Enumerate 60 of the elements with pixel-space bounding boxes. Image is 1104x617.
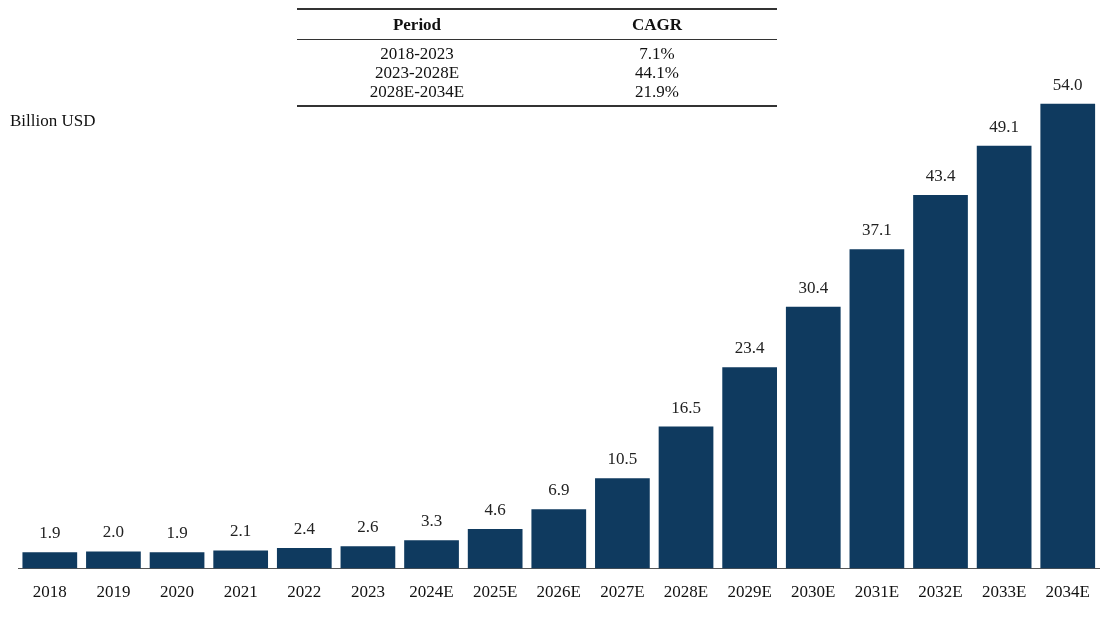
data-label: 2.6 <box>357 517 379 537</box>
data-label: 43.4 <box>925 165 956 185</box>
data-label: 2.1 <box>230 521 252 541</box>
data-label: 54.0 <box>1052 74 1083 94</box>
text: 7.1% <box>638 43 676 63</box>
data-label: 10.5 <box>607 449 638 469</box>
data-label: 49.1 <box>989 116 1019 136</box>
bar <box>658 426 714 569</box>
x-tick-label: 2018 <box>32 582 67 602</box>
x-tick-label: 2026E <box>536 582 581 602</box>
x-tick-label: 2025E <box>472 582 518 602</box>
x-tick-label: 2021 <box>223 582 258 602</box>
bar <box>149 552 205 569</box>
x-tick-label: 2034E <box>1045 582 1090 602</box>
data-label: 30.4 <box>798 277 829 297</box>
bar <box>22 552 78 569</box>
x-tick-label: 2028E <box>663 582 709 602</box>
text: 44.1% <box>634 63 680 82</box>
bar <box>913 194 968 569</box>
x-tick-label: 2019 <box>96 582 131 602</box>
x-tick-label: 2031E <box>854 582 900 602</box>
bar <box>340 546 396 569</box>
text: 2023-2028E <box>373 63 460 82</box>
x-tick-label: 2024E <box>409 582 454 602</box>
x-tick-label: 2033E <box>981 582 1027 602</box>
bar <box>86 551 141 569</box>
bar <box>213 550 269 569</box>
bar <box>785 306 841 569</box>
x-tick-label: 2020 <box>160 582 195 602</box>
text: 2018-2023 <box>379 43 455 63</box>
x-tick-label: 2022 <box>287 582 322 602</box>
data-label: 16.5 <box>671 397 701 417</box>
data-label: 23.4 <box>734 338 766 358</box>
bar <box>595 478 650 569</box>
bar <box>404 540 459 569</box>
data-label: 37.1 <box>862 220 892 240</box>
bar <box>976 145 1032 569</box>
bar <box>467 528 523 569</box>
bar <box>849 249 905 569</box>
x-tick-label: 2029E <box>727 582 772 602</box>
bar <box>531 509 587 569</box>
y-axis-title: Billion USD <box>10 111 96 131</box>
x-tick-label: 2023 <box>350 582 385 602</box>
text: Period <box>391 14 443 36</box>
bar <box>276 547 332 569</box>
x-tick-label: 2032E <box>918 582 963 602</box>
data-label: 1.9 <box>39 523 61 543</box>
x-tick-label: 2030E <box>791 582 836 602</box>
text: CAGR <box>630 14 684 36</box>
data-label: 6.9 <box>548 480 570 500</box>
data-label: 2.0 <box>102 522 125 542</box>
bar <box>1040 103 1096 569</box>
data-label: 3.3 <box>420 511 443 531</box>
data-label: 1.9 <box>166 523 188 543</box>
data-label: 2.4 <box>293 518 316 538</box>
text: 2028E-2034E <box>368 82 466 103</box>
bar <box>722 367 777 569</box>
data-label: 4.6 <box>484 499 506 519</box>
text: 21.9% <box>634 82 680 103</box>
x-tick-label: 2027E <box>600 582 645 602</box>
